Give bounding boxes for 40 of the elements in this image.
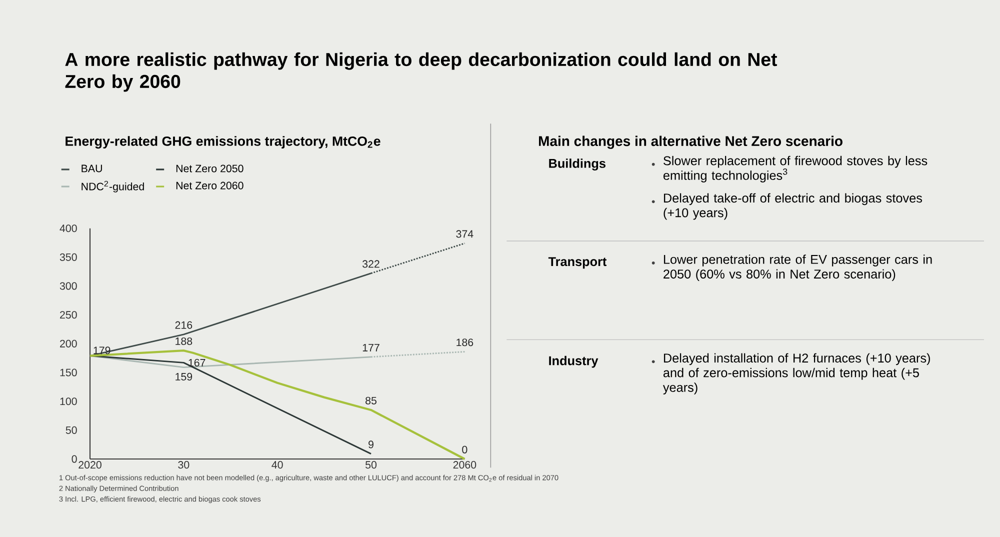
text: Transport bbox=[548, 257, 607, 269]
y-tick-label: 250 bbox=[60, 311, 77, 319]
legend-label: Net Zero 2050 bbox=[176, 164, 244, 172]
data-label: 374 bbox=[456, 230, 474, 238]
y-tick-label: 100 bbox=[60, 398, 77, 406]
legend-label: BAU bbox=[82, 164, 102, 172]
text: Delayed installation of H2 furnaces (+10 years) and of zero-emissions low/mid temp heat (+5 years) bbox=[662, 353, 930, 394]
x-tick-label: 2060 bbox=[453, 461, 476, 469]
data-label: 9 bbox=[368, 440, 374, 448]
y-tick-label: 150 bbox=[60, 368, 77, 376]
data-label: 159 bbox=[176, 372, 192, 380]
data-label: 85 bbox=[366, 396, 376, 404]
data-label: 167 bbox=[188, 358, 206, 366]
text: Main changes in alternative Net Zero scenario bbox=[538, 136, 842, 149]
text: Lower penetration rate of EV passenger cars in 2050 (60% vs 80% in Net Zero scenario) bbox=[664, 254, 932, 282]
data-label: 0 bbox=[462, 446, 468, 454]
x-tick-label: 30 bbox=[178, 461, 190, 469]
y-tick-label: 350 bbox=[60, 253, 77, 261]
data-label: 186 bbox=[456, 338, 474, 346]
data-label: 216 bbox=[175, 321, 192, 329]
text: Slower replacement of firewood stoves by less emitting technologies$^{3}$ bbox=[663, 156, 928, 182]
text: Industry bbox=[549, 356, 598, 368]
y-tick-label: 50 bbox=[66, 426, 77, 434]
y-tick-label: 200 bbox=[60, 340, 77, 348]
chart-subtitle: Energy-related GHG emissions trajectory, MtCO$_{2}$e bbox=[66, 136, 380, 149]
data-label: 177 bbox=[362, 344, 380, 352]
data-label: 188 bbox=[176, 337, 192, 345]
legend-label: NDC$^{2}$-guided bbox=[82, 180, 144, 192]
x-tick-label: 40 bbox=[272, 461, 283, 469]
chart-title: A more realistic pathway for Nigeria to deep decarbonization could land on Net Zero by 2060 bbox=[65, 52, 778, 92]
text: Buildings bbox=[549, 158, 606, 170]
legend-label: Net Zero 2060 bbox=[176, 182, 244, 190]
y-tick-label: 300 bbox=[60, 282, 77, 290]
x-tick-label: 50 bbox=[365, 461, 377, 469]
text: Delayed take-off of electric and biogas stoves (+10 years) bbox=[664, 193, 922, 220]
data-label: 322 bbox=[362, 260, 380, 268]
x-tick-label: 2020 bbox=[78, 461, 102, 469]
y-tick-label: 400 bbox=[60, 224, 77, 232]
y-tick-label: 0 bbox=[72, 455, 77, 463]
data-label: 179 bbox=[94, 346, 110, 354]
